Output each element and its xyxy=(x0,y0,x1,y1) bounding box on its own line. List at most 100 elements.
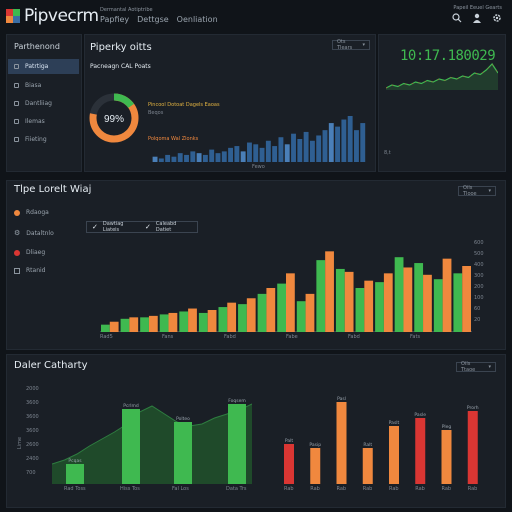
side-item-label: Rdaoga xyxy=(26,209,49,216)
bar-data-label: Pasl xyxy=(337,396,346,402)
item-icon xyxy=(14,137,19,142)
legend-bottom: Polqoma Wal Zlonks xyxy=(148,136,199,142)
overview-bar xyxy=(322,130,328,162)
main-bar-orange xyxy=(344,271,354,332)
bottom-left-bar xyxy=(174,422,192,484)
y-tick-label: 3600 xyxy=(26,414,39,420)
overview-bar xyxy=(209,149,215,162)
main-bar-green xyxy=(179,311,189,332)
x-tick-label: Rab xyxy=(467,486,478,492)
axis-label: 8,t xyxy=(384,150,391,156)
sidebar-item[interactable]: Ilemas xyxy=(8,114,79,129)
main-side-item[interactable]: Rdaoga xyxy=(14,209,49,216)
y-tick-label: 600 xyxy=(474,240,484,246)
bottom-y-axis: 2000 3600 3600 3600 2600 2400 700 xyxy=(26,386,50,482)
check-icon[interactable]: ✓ xyxy=(145,223,151,231)
overview-bar xyxy=(347,116,353,162)
sidebar-item-label: Fiieting xyxy=(25,136,47,143)
y-tick-label: 2400 xyxy=(26,456,39,462)
bottom-right-chart: Palt Pasip Pasl Ralt Paslt Pasle Pleg Prorh xyxy=(284,396,479,484)
sidebar-item-label: Dantliiag xyxy=(25,100,52,107)
legend-label: Caleabd Datiet xyxy=(155,221,177,233)
bottom-title: Daler Catharty xyxy=(14,360,88,371)
overview-select[interactable]: Ots Tlears ▾ xyxy=(332,39,370,51)
sidebar-item[interactable]: Patrtiga xyxy=(8,59,79,74)
side-item-label: Rtanid xyxy=(26,267,46,274)
overview-bar xyxy=(354,130,359,162)
nav-item[interactable]: Papfiey xyxy=(100,15,130,24)
x-tick-label: Rab xyxy=(389,486,399,492)
check-icon[interactable]: ✓ xyxy=(92,223,98,231)
bottom-right-bar xyxy=(415,418,426,484)
x-tick-label: Fabe xyxy=(286,334,298,340)
x-tick-label: Data Trs xyxy=(226,486,247,492)
main-bar-green xyxy=(120,318,130,332)
clock-line xyxy=(386,63,498,89)
x-tick-label: Fabd xyxy=(224,334,236,340)
clock-axis: 8,t xyxy=(384,150,391,156)
main-bar-green xyxy=(433,279,443,332)
bottom-left-bar xyxy=(122,409,140,484)
nav-item[interactable]: Oenliation xyxy=(176,15,218,24)
main-chart-select[interactable]: Oils Tlooe ▾ xyxy=(458,185,496,197)
gauge-accent xyxy=(89,93,139,143)
bar-data-label: Foqsem xyxy=(228,398,246,404)
x-tick-label: Rad5 xyxy=(100,334,113,340)
legend-top-sub: Beqos xyxy=(148,110,164,116)
sidebar-item-label: Ilemas xyxy=(25,118,45,125)
header-status-text: Papeil Eeuel Gearts xyxy=(453,5,502,11)
y-tick-label: 500 xyxy=(474,251,484,257)
overview-bar xyxy=(221,151,227,162)
bottom-select[interactable]: Oils Ttaoe ▾ xyxy=(456,361,496,373)
item-icon xyxy=(14,119,19,124)
main-bar-green xyxy=(257,293,267,332)
header-icons xyxy=(452,13,502,23)
overview-bar xyxy=(259,147,265,162)
bar-data-label: Prorh xyxy=(467,405,479,411)
bottom-left-chart: Pcqas Pcrlmd Polteo Foqsem xyxy=(52,398,252,484)
nav-item[interactable]: Dettgse xyxy=(137,15,169,24)
bar-data-label: Ralt xyxy=(363,442,372,448)
main-side-item[interactable]: ⚙ Dataltnlo xyxy=(14,229,54,237)
circle-icon xyxy=(14,209,20,216)
main-bar-orange xyxy=(266,288,276,332)
gear-icon[interactable] xyxy=(492,13,502,23)
chevron-down-icon: ▾ xyxy=(488,188,491,194)
x-tick-label: Rad Toss xyxy=(64,486,86,492)
item-icon xyxy=(14,83,19,88)
overview-bar xyxy=(171,156,177,162)
bar-data-label: Paslt xyxy=(389,420,400,426)
overview-bar xyxy=(177,153,183,162)
select-label: Ots Tlears xyxy=(337,39,353,51)
gear-icon: ⚙ xyxy=(14,229,21,237)
main-chart-title: Tlpe Lorelt Wiaj xyxy=(14,184,92,195)
overview-x-label: Fewo xyxy=(252,164,265,170)
sidebar-item[interactable]: Fiieting xyxy=(8,132,79,147)
main-side-item[interactable]: Rtanid xyxy=(14,267,45,274)
main-bar-green xyxy=(414,263,424,332)
main-bar-chart xyxy=(100,251,472,332)
main-side-item[interactable]: Dliaeg xyxy=(14,249,45,256)
clock-line-chart xyxy=(386,63,498,90)
bottom-left-bar xyxy=(66,464,84,484)
main-bar-green xyxy=(375,282,384,332)
x-tick-label: Hiss Tos xyxy=(120,486,140,492)
sidebar-item-label: Patrtiga xyxy=(25,63,49,70)
main-bar-green xyxy=(277,283,286,332)
overview-bar xyxy=(253,144,259,162)
user-icon[interactable] xyxy=(472,13,482,23)
main-bar-green xyxy=(296,301,306,332)
sidebar-item[interactable]: Biasa xyxy=(8,78,79,93)
y-tick-label: 3600 xyxy=(26,400,39,406)
overview-bar xyxy=(309,140,315,162)
sidebar-item[interactable]: Dantliiag xyxy=(8,96,79,111)
x-tick-label: Fats xyxy=(410,334,421,340)
search-icon[interactable] xyxy=(452,13,462,23)
overview-bar xyxy=(316,135,322,162)
overview-bar xyxy=(240,151,246,162)
main-bar-orange xyxy=(109,321,119,332)
y-tick-label: 60 xyxy=(474,306,481,312)
main-bar-orange xyxy=(246,298,256,332)
item-icon xyxy=(14,101,19,106)
main-bar-green xyxy=(316,260,326,332)
